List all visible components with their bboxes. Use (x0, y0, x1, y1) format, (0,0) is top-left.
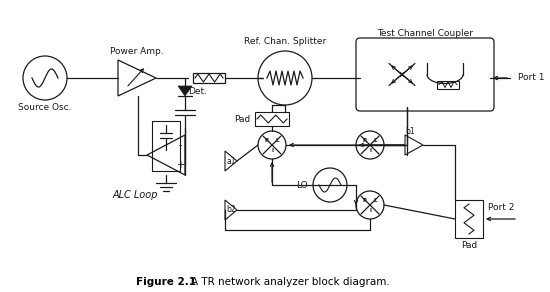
Text: +: + (176, 160, 184, 170)
Text: I: I (271, 149, 273, 154)
Polygon shape (178, 86, 192, 96)
Text: Source Osc.: Source Osc. (18, 103, 72, 112)
Text: L: L (275, 138, 279, 142)
Text: Power Amp.: Power Amp. (110, 46, 164, 55)
Text: R: R (363, 138, 367, 142)
Text: R: R (363, 197, 367, 202)
Text: Port 2: Port 2 (488, 204, 514, 213)
Text: LO: LO (296, 180, 308, 190)
Bar (455, 200, 483, 238)
Text: Test Channel Coupler: Test Channel Coupler (377, 29, 473, 39)
Text: A TR network analyzer block diagram.: A TR network analyzer block diagram. (178, 277, 390, 287)
Text: Pad: Pad (461, 241, 477, 251)
Text: Det.: Det. (188, 88, 207, 96)
Bar (255, 112, 289, 126)
Text: I: I (369, 208, 371, 213)
Text: Port 1: Port 1 (518, 74, 544, 83)
Text: R: R (265, 138, 269, 142)
Bar (437, 81, 459, 88)
Text: I: I (369, 149, 371, 154)
Text: -: - (178, 140, 182, 150)
Text: a1: a1 (226, 157, 236, 166)
Text: L: L (373, 138, 377, 142)
Text: Ref. Chan. Splitter: Ref. Chan. Splitter (244, 37, 326, 46)
Text: Figure 2.1: Figure 2.1 (136, 277, 196, 287)
Text: b1: b1 (405, 126, 415, 135)
Bar (152, 121, 180, 171)
Text: L: L (373, 197, 377, 202)
Text: ALC Loop: ALC Loop (112, 190, 158, 200)
Text: b2: b2 (226, 206, 236, 215)
Bar (193, 73, 225, 83)
Text: Pad: Pad (234, 114, 250, 124)
